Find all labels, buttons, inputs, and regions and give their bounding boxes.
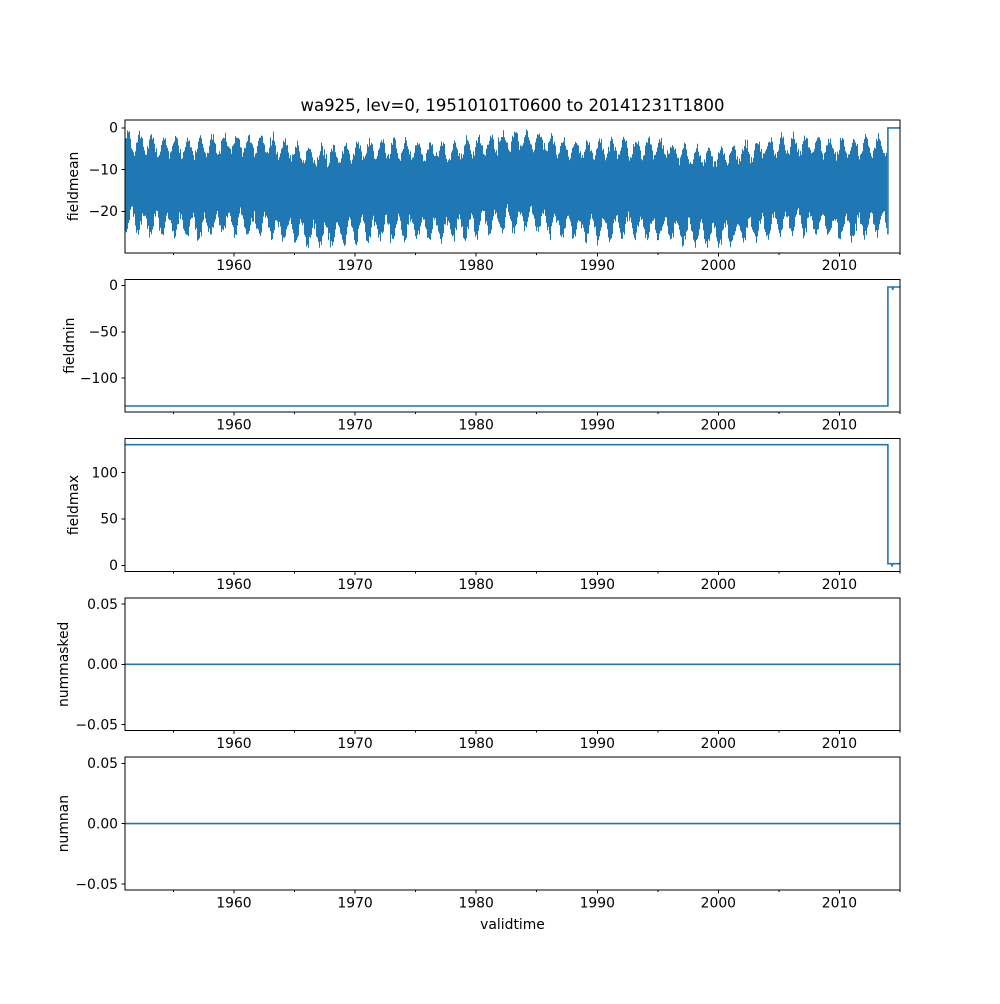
x-tick-label: 2010 [822,417,857,433]
subplots-group: 1960 1970 1980 1990 2000 2010 0 −10 −20 fieldmean… [56,119,901,911]
x-tick-label: 2000 [701,736,736,752]
x-tick-label: 1970 [337,417,372,433]
x-tick-label: 1970 [337,258,372,274]
x-tick-label: 2000 [701,577,736,593]
x-tick-label: 1960 [216,577,251,593]
x-tick-label: 1960 [216,895,251,911]
x-tick-label: 2010 [822,577,857,593]
series-band-fieldmean [125,129,887,248]
series-line-fieldmin [125,286,900,407]
y-axis-label-fieldmean: fieldmean [66,152,82,221]
y-axis-label-fieldmax: fieldmax [66,475,82,535]
x-tick-label: 1980 [458,577,493,593]
x-tick-label: 2010 [822,258,857,274]
x-tick-label: 2000 [701,895,736,911]
x-tick-label: 1980 [458,258,493,274]
x-tick-label: 1980 [458,736,493,752]
y-axis-label-fieldmin: fieldmin [62,318,78,374]
y-tick-label: 0.05 [87,597,118,613]
x-tick-label: 1980 [458,417,493,433]
y-tick-label: 100 [91,465,118,481]
x-tick-label: 1990 [580,258,615,274]
x-tick-label: 1970 [337,895,372,911]
x-tick-label: 1990 [580,895,615,911]
axes-spines [124,438,901,572]
x-tick-label: 1990 [580,736,615,752]
y-tick-label: −10 [89,162,118,178]
y-tick-label: −100 [80,371,118,387]
y-tick-label: 50 [100,512,118,528]
y-tick-label: 0 [109,121,118,137]
y-tick-label: 0 [109,558,118,574]
x-tick-label: 2000 [701,258,736,274]
subplot-fieldmax: 1960 1970 1980 1990 2000 2010 0 50 100 fieldmax [66,438,901,593]
figure-title: wa925, lev=0, 19510101T0600 to 20141231T… [300,96,724,115]
x-tick-label: 1960 [216,736,251,752]
y-tick-label: −0.05 [75,877,118,893]
series-line-fieldmean [887,127,900,235]
x-tick-label: 1960 [216,417,251,433]
y-tick-label: −0.05 [75,717,118,733]
y-axis-label-numnan: numnan [56,795,72,852]
x-tick-label: 1990 [580,577,615,593]
x-tick-label: 2010 [822,895,857,911]
subplot-nummasked: 1960 1970 1980 1990 2000 2010 0.05 0.00 −0.05num… [56,597,901,752]
subplot-fieldmean: 1960 1970 1980 1990 2000 2010 0 −10 −20 fieldmean [66,119,901,274]
y-axis-label-nummasked: nummasked [56,622,72,707]
x-tick-label: 2000 [701,417,736,433]
x-tick-label: 1980 [458,895,493,911]
y-tick-label: 0 [109,278,118,294]
x-tick-label: 2010 [822,736,857,752]
y-tick-label: −50 [89,325,118,341]
subplot-numnan: 1960 1970 1980 1990 2000 2010 0.05 0.00 −0.05 num… [56,756,901,911]
x-tick-label: 1970 [337,736,372,752]
x-tick-label: 1990 [580,417,615,433]
x-axis-label: validtime [480,917,545,933]
axes-spines [124,119,901,254]
y-tick-label: 0.00 [87,816,118,832]
axes-spines [124,278,901,413]
y-tick-label: 0.05 [87,756,118,772]
x-tick-label: 1960 [216,258,251,274]
series-line-fieldmax [125,443,900,568]
y-tick-label: −20 [89,204,118,220]
x-tick-label: 1970 [337,577,372,593]
y-tick-label: 0.00 [87,657,118,673]
